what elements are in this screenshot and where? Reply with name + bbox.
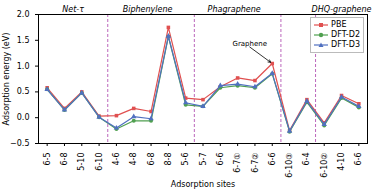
svg-text:4-8: 4-8 bbox=[129, 153, 138, 166]
svg-text:6-10: 6-10 bbox=[95, 153, 104, 171]
html-text:PBE: PBE bbox=[331, 20, 347, 29]
svg-text:1.5: 1.5 bbox=[17, 36, 30, 45]
svg-text:6-5: 6-5 bbox=[43, 153, 52, 166]
svg-text:−0.5: −0.5 bbox=[10, 139, 29, 148]
svg-text:6-7②: 6-7② bbox=[251, 153, 260, 173]
svg-text:0.5: 0.5 bbox=[17, 87, 30, 96]
svg-text:4-10: 4-10 bbox=[337, 153, 346, 171]
svg-text:DHQ-graphene: DHQ-graphene bbox=[312, 5, 372, 14]
svg-text:6-8: 6-8 bbox=[147, 153, 156, 166]
svg-text:Adsorption energy (eV): Adsorption energy (eV) bbox=[2, 33, 11, 126]
svg-text:6-4: 6-4 bbox=[302, 153, 311, 166]
svg-text:Biphenylene: Biphenylene bbox=[123, 5, 173, 14]
svg-text:6-6: 6-6 bbox=[354, 153, 363, 166]
svg-text:2.0: 2.0 bbox=[17, 10, 30, 19]
svg-text:6-10③: 6-10③ bbox=[285, 153, 294, 178]
svg-text:6-10②: 6-10② bbox=[320, 153, 329, 178]
svg-text:8-8: 8-8 bbox=[164, 153, 173, 166]
svg-text:Adsorption sites: Adsorption sites bbox=[171, 180, 235, 189]
svg-text:6-8: 6-8 bbox=[60, 153, 69, 166]
svg-text:Phagraphene: Phagraphene bbox=[208, 5, 261, 14]
svg-text:Graphene: Graphene bbox=[232, 40, 267, 48]
html-text:DFT-D3: DFT-D3 bbox=[331, 40, 360, 49]
svg-text:5-6: 5-6 bbox=[181, 153, 190, 166]
svg-text:6-7①: 6-7① bbox=[233, 153, 242, 173]
svg-text:0.0: 0.0 bbox=[17, 113, 30, 122]
html-text:DFT-D2: DFT-D2 bbox=[331, 30, 360, 39]
svg-text:Net-τ: Net-τ bbox=[62, 5, 84, 14]
svg-text:5-7: 5-7 bbox=[199, 153, 208, 166]
svg-text:6-6: 6-6 bbox=[216, 153, 225, 166]
svg-text:1.0: 1.0 bbox=[17, 62, 30, 71]
svg-text:4-6: 4-6 bbox=[112, 153, 121, 166]
svg-text:6-6: 6-6 bbox=[268, 153, 277, 166]
svg-text:5-10: 5-10 bbox=[77, 153, 86, 171]
